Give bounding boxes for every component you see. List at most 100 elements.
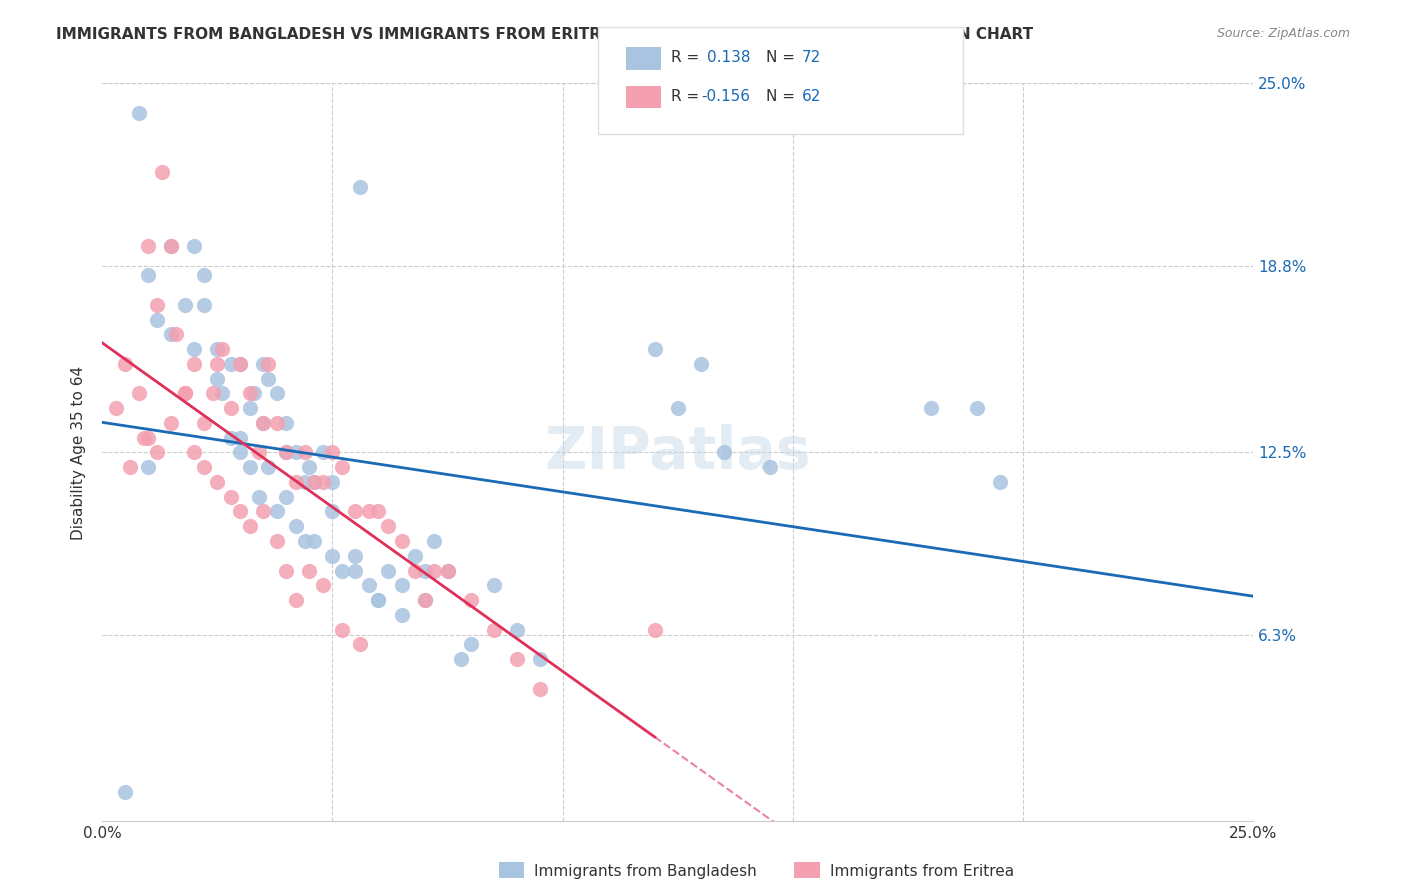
Point (321, 504, 343, 518)
Point (229, 357, 252, 371)
Point (436, 564, 458, 578)
Point (377, 519, 399, 533)
Point (207, 357, 229, 371)
Point (302, 475, 325, 489)
Point (344, 549, 367, 563)
Point (160, 327, 183, 342)
Point (219, 431, 242, 445)
Point (193, 460, 215, 475)
Point (211, 342, 233, 356)
Point (160, 239, 183, 253)
Text: ZIPatlas: ZIPatlas (544, 424, 811, 481)
Point (257, 371, 280, 385)
Point (312, 578, 335, 592)
Point (276, 445, 298, 459)
Point (988, 475, 1011, 489)
Point (312, 475, 335, 489)
Point (183, 357, 205, 371)
Point (330, 460, 353, 475)
Point (450, 652, 472, 666)
Point (302, 534, 325, 549)
Point (252, 504, 274, 518)
Text: N =: N = (766, 89, 800, 103)
Point (266, 386, 288, 401)
Point (404, 549, 426, 563)
Text: Immigrants from Bangladesh: Immigrants from Bangladesh (534, 863, 756, 879)
Point (266, 504, 288, 518)
Point (247, 490, 270, 504)
Point (183, 445, 205, 459)
Point (330, 564, 353, 578)
Point (413, 593, 436, 607)
Point (298, 564, 321, 578)
Point (644, 623, 666, 637)
Point (229, 504, 252, 518)
Point (174, 386, 197, 401)
Point (666, 401, 689, 416)
Point (689, 357, 711, 371)
Point (266, 534, 288, 549)
Point (367, 593, 389, 607)
Point (211, 386, 233, 401)
Point (165, 327, 187, 342)
Point (238, 386, 260, 401)
Point (207, 475, 229, 489)
Point (136, 239, 159, 253)
Text: Source: ZipAtlas.com: Source: ZipAtlas.com (1216, 27, 1350, 40)
Point (238, 519, 260, 533)
Point (276, 490, 298, 504)
Point (298, 460, 321, 475)
Point (391, 607, 413, 622)
Point (229, 445, 252, 459)
Point (252, 357, 274, 371)
Text: N =: N = (766, 51, 800, 65)
Point (128, 106, 150, 120)
Point (243, 386, 266, 401)
Point (404, 564, 426, 578)
Point (294, 445, 316, 459)
Point (257, 357, 280, 371)
Point (238, 460, 260, 475)
Point (207, 342, 229, 356)
Y-axis label: Disability Age 35 to 64: Disability Age 35 to 64 (72, 366, 86, 540)
Point (460, 637, 482, 651)
Point (529, 681, 551, 696)
Point (423, 534, 446, 549)
Point (284, 593, 307, 607)
Point (321, 475, 343, 489)
Point (321, 549, 343, 563)
Point (207, 371, 229, 385)
Point (713, 445, 735, 459)
Point (284, 445, 307, 459)
Point (284, 519, 307, 533)
Point (219, 490, 242, 504)
Point (359, 578, 381, 592)
Point (367, 593, 389, 607)
Point (529, 652, 551, 666)
Point (257, 460, 280, 475)
Point (312, 445, 335, 459)
Text: 0.138: 0.138 (707, 51, 751, 65)
Point (193, 268, 215, 283)
Point (920, 401, 942, 416)
Point (174, 386, 197, 401)
Point (377, 564, 399, 578)
Point (118, 460, 141, 475)
Point (193, 416, 215, 430)
Point (136, 268, 159, 283)
Text: 62: 62 (801, 89, 821, 103)
Point (460, 593, 482, 607)
Text: -0.156: -0.156 (702, 89, 751, 103)
Point (136, 460, 159, 475)
Point (391, 578, 413, 592)
Point (114, 357, 136, 371)
Point (294, 475, 316, 489)
Point (114, 785, 136, 799)
Point (229, 357, 252, 371)
Point (276, 564, 298, 578)
Point (349, 637, 371, 651)
Point (105, 401, 128, 416)
Point (302, 475, 325, 489)
Point (505, 623, 527, 637)
Point (146, 312, 169, 326)
